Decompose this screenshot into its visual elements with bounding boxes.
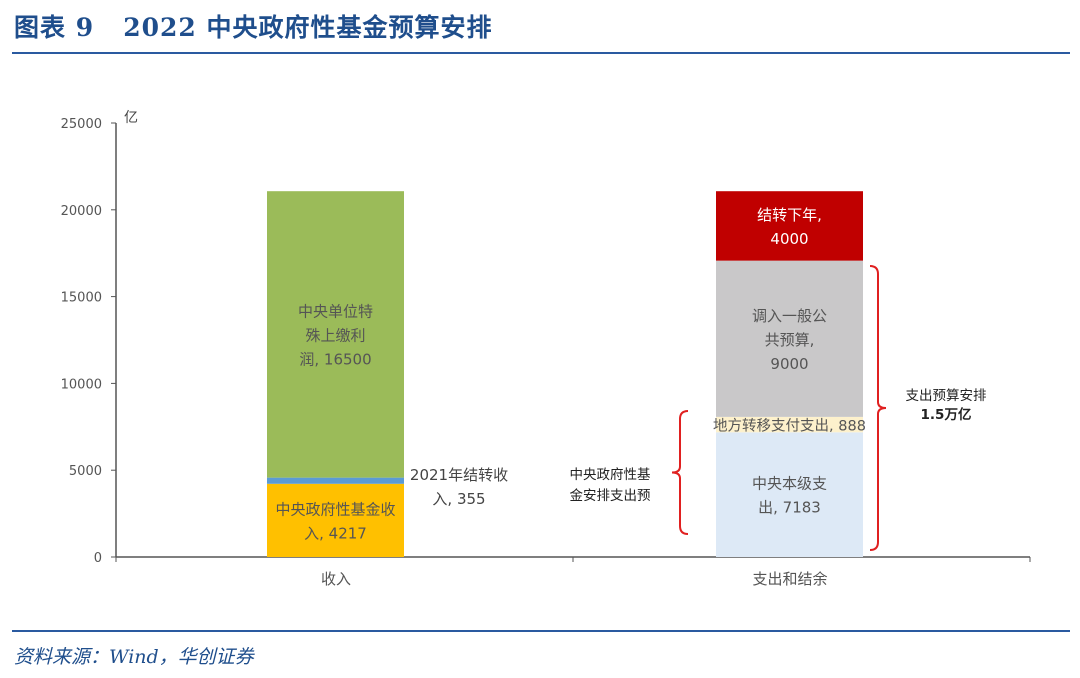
y-tick-label: 15000 xyxy=(61,291,102,306)
data-label: 地方转移支付支出, 888 xyxy=(713,418,866,435)
data-label: 2021年结转收 xyxy=(410,466,508,484)
y-axis-unit: 亿 xyxy=(124,110,138,126)
chart-title: 图表 9 2022 中央政府性基金预算安排 xyxy=(14,13,493,42)
y-tick-label: 0 xyxy=(94,551,102,566)
bar-segment xyxy=(267,191,404,478)
y-tick-label: 25000 xyxy=(61,117,102,132)
data-label: 9000 xyxy=(770,355,808,373)
bar-segment xyxy=(716,191,863,261)
y-tick-label: 5000 xyxy=(69,464,102,479)
data-label: 入, 4217 xyxy=(304,524,367,542)
y-tick-label: 20000 xyxy=(61,204,102,219)
annotation-label: 支出预算安排 xyxy=(906,388,987,404)
source-divider xyxy=(12,630,1070,632)
data-label: 中央单位特 xyxy=(298,302,373,320)
data-label: 润, 16500 xyxy=(299,350,371,368)
data-label: 结转下年, xyxy=(757,206,822,224)
data-label: 调入一般公 xyxy=(752,307,827,325)
data-label: 共预算, xyxy=(765,331,815,349)
title-divider xyxy=(12,52,1070,54)
bar-segment xyxy=(267,483,404,557)
data-label: 中央本级支 xyxy=(752,475,827,493)
bar-segment xyxy=(716,416,863,433)
source-note: 资料来源：Wind，华创证券 xyxy=(14,646,254,668)
left-brace xyxy=(671,410,689,535)
data-label: 4000 xyxy=(770,230,808,248)
bar-segment xyxy=(267,477,404,484)
y-tick-label: 10000 xyxy=(61,377,102,392)
data-label: 入, 355 xyxy=(432,490,485,508)
annotation-label: 1.5万亿 xyxy=(921,406,972,423)
annotation-label: 金安排支出预 xyxy=(570,488,651,504)
data-label: 中央政府性基金收 xyxy=(275,500,395,518)
x-category-label: 收入 xyxy=(321,570,351,588)
data-label: 殊上缴利 xyxy=(305,326,365,344)
right-brace xyxy=(869,265,887,551)
bar-segment xyxy=(716,432,863,557)
annotation-label: 中央政府性基 xyxy=(570,466,651,483)
x-category-label: 支出和结余 xyxy=(752,570,827,588)
bar-segment xyxy=(716,260,863,417)
data-label: 出, 7183 xyxy=(758,499,821,517)
